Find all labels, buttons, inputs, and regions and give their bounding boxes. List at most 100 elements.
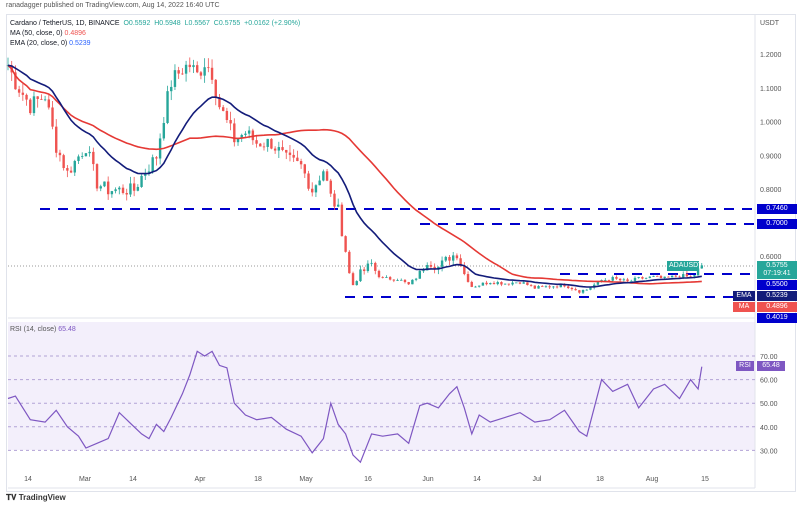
candle [414,278,418,280]
candle [518,282,522,284]
candle [281,147,284,150]
candle [526,282,529,286]
ema-legend[interactable]: EMA (20, close, 0) 0.5239 [10,39,300,49]
candle [214,79,217,98]
candle [615,277,618,279]
candle [247,130,251,134]
candle [170,86,173,92]
candle [555,286,559,288]
rsi-line [7,350,703,464]
tradingview-icon: 𝐓𝐕 [6,493,17,502]
candle [700,265,703,269]
candle [225,110,229,121]
candle [611,277,614,281]
rsi-tick: 60.00 [760,378,778,385]
candle [578,290,581,293]
last-price: 0.5755 [766,262,788,269]
candle [296,157,299,162]
candle [529,285,533,286]
candle [522,282,525,284]
rsi-tag: RSI [736,361,754,371]
time-tick: 15 [701,476,709,483]
candle [114,189,117,192]
candle [511,282,514,285]
candle [55,126,58,153]
candle [374,262,377,271]
candle [496,282,499,285]
candle [604,280,607,281]
candle [244,133,247,135]
candle [73,160,76,173]
ema20-line [7,64,702,288]
ma-legend-label: MA (50, close, 0) [10,30,63,37]
candle [69,170,73,173]
candle [192,65,195,68]
candle [84,153,88,157]
candle [17,89,21,93]
candle [444,256,447,261]
candle [359,269,362,282]
candle [329,180,332,194]
rsi-legend-label: RSI (14, close) [10,326,57,333]
tradingview-logo[interactable]: 𝐓𝐕 TradingView [6,493,66,503]
candle [106,181,110,195]
time-tick: May [299,476,313,483]
ohlc-low: L0.5567 [184,20,210,27]
price-tick: 0.6000 [760,254,782,261]
candle [92,151,95,165]
time-tick: 18 [254,476,262,483]
level-badge-0.5500: 0.5500 [757,280,797,290]
candle [607,280,611,281]
candle [236,138,240,143]
candle [318,180,321,186]
ohlc-high: H0.5948 [154,20,181,27]
candle [151,157,154,172]
rsi-tick: 30.00 [760,448,778,455]
candle [663,276,666,278]
candle [407,282,410,285]
candle [36,96,39,99]
candle [418,270,422,279]
candle [14,72,17,90]
candle [633,277,637,281]
candle [489,283,492,285]
candle [589,287,592,290]
candle [196,65,199,73]
chart-frame [6,14,796,492]
ohlc-change: +0.0162 (+2.90%) [244,20,301,27]
candle [548,286,551,288]
time-tick: 18 [596,476,604,483]
candle [32,96,36,114]
candle [452,255,455,261]
ma-legend[interactable]: MA (50, close, 0) 0.4896 [10,29,300,39]
candle [385,277,388,278]
rsi-legend[interactable]: RSI (14, close) 65.48 [10,326,76,333]
candle [336,204,340,207]
candle [140,175,143,187]
candle [333,193,336,207]
candle [221,107,225,111]
candle [240,134,243,139]
ma-tag: MA [733,302,755,312]
candle [255,140,258,144]
candle [366,263,370,272]
candle [622,279,626,281]
candle [426,265,429,271]
candle [659,275,663,278]
candle [118,187,121,190]
candle [370,262,373,264]
candle [618,278,622,281]
candle [66,168,69,171]
candle [667,276,670,278]
candle [685,274,689,277]
candle [251,130,255,141]
candle [515,282,518,284]
candle [689,276,692,278]
candle [129,183,132,195]
candle [77,156,80,161]
candle [81,156,84,157]
time-tick: 14 [129,476,137,483]
candle [648,276,652,278]
candle [377,270,381,278]
